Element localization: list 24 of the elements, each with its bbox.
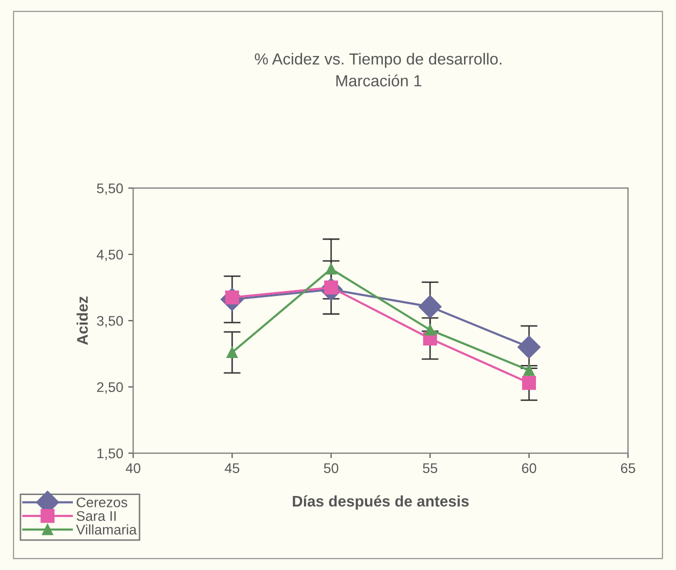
point (523, 364, 535, 376)
y-tick-label: 5,50 (96, 183, 123, 195)
point (326, 263, 337, 274)
x-tick-label: 65 (620, 463, 636, 474)
legend-label: Villamaria (76, 524, 137, 535)
legend-label: Sara II (76, 511, 116, 521)
point (424, 324, 436, 336)
x-tick-label: 45 (224, 463, 240, 474)
chart-title: % Acidez vs. Tiempo de desarrollo. Marcación 1 (254, 52, 502, 86)
y-tick-label: 3,50 (96, 316, 123, 328)
y-tick-label: 1,50 (97, 448, 123, 460)
x-tick-label: 55 (422, 463, 438, 474)
legend-label: Cerezos (76, 497, 128, 508)
y-axis-title: Acidez (76, 296, 88, 345)
point (522, 376, 536, 390)
x-tick-label: 60 (522, 463, 536, 474)
x-axis-title: Días después de antesis (292, 495, 469, 510)
x-tick-label: 50 (324, 463, 338, 474)
y-tick-label: 2,50 (97, 382, 123, 394)
x-tick-label: 40 (126, 463, 140, 474)
point (418, 295, 442, 318)
point (226, 346, 238, 358)
y-tick-label: 4,50 (96, 250, 123, 262)
point (518, 336, 541, 359)
